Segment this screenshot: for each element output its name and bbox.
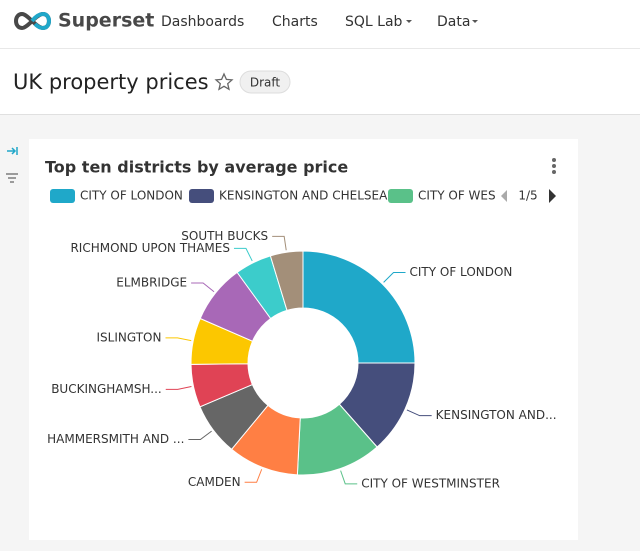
- brand[interactable]: Superset: [58, 10, 154, 32]
- label-line: [188, 430, 212, 441]
- label-line: [272, 235, 287, 251]
- menu-icon[interactable]: [552, 158, 556, 174]
- nav-item[interactable]: Charts: [272, 14, 318, 30]
- dashboard-title[interactable]: UK property prices: [13, 70, 209, 94]
- label-line: [244, 469, 263, 483]
- slice-label: CITY OF WESTMINSTER: [361, 476, 500, 490]
- slice-label: SOUTH BUCKS: [181, 229, 268, 243]
- label-line: [191, 282, 215, 293]
- legend-page: 1/5: [518, 189, 537, 203]
- slice-label: HAMMERSMITH AND ...: [47, 432, 184, 446]
- pie-slice: [302, 250, 416, 364]
- nav-item[interactable]: Dashboards: [161, 14, 244, 30]
- header-bg: [0, 0, 640, 114]
- label-line: [165, 385, 192, 390]
- badge: [239, 70, 291, 94]
- nav-item[interactable]: SQL Lab: [345, 14, 403, 30]
- slice-label: RICHMOND UPON THAMES: [70, 241, 229, 255]
- pie-slice: [269, 250, 304, 312]
- label-line: [383, 271, 406, 283]
- label-line: [233, 247, 253, 262]
- dropdown-caret: [406, 20, 412, 23]
- slice-label: CAMDEN: [188, 475, 241, 489]
- expand-icon[interactable]: [7, 147, 18, 155]
- badge-text: Draft: [250, 76, 281, 90]
- chart: CITY OF LONDON KENSINGTON AND CHELSEA CITY…: [47, 189, 556, 491]
- label-line: [340, 470, 358, 485]
- legend-swatch: [189, 189, 214, 203]
- slice-label: BUCKINGHAMSH...: [51, 382, 162, 396]
- legend-label: KENSINGTON AND CHELSEA: [219, 189, 388, 203]
- dropdown-caret: [472, 20, 478, 23]
- nav-item[interactable]: Data: [437, 14, 470, 30]
- label-line: [165, 337, 192, 342]
- logo-accent: [30, 11, 51, 31]
- filter-icon[interactable]: [6, 173, 18, 183]
- favorite-star[interactable]: [214, 72, 234, 91]
- legend-next: [549, 189, 556, 203]
- label-line: [406, 409, 432, 417]
- slice-label: KENSINGTON AND...: [436, 408, 557, 422]
- legend-label: CITY OF LONDON: [80, 189, 183, 203]
- legend-swatch: [50, 189, 75, 203]
- legend-label: CITY OF WES: [418, 189, 496, 203]
- legend-prev: [501, 190, 507, 202]
- slice-label: CITY OF LONDON: [410, 265, 513, 279]
- legend-swatch: [388, 189, 413, 203]
- chart-title: Top ten districts by average price: [45, 158, 348, 177]
- slice-label: ISLINGTON: [97, 330, 162, 344]
- slice-label: ELMBRIDGE: [116, 275, 187, 289]
